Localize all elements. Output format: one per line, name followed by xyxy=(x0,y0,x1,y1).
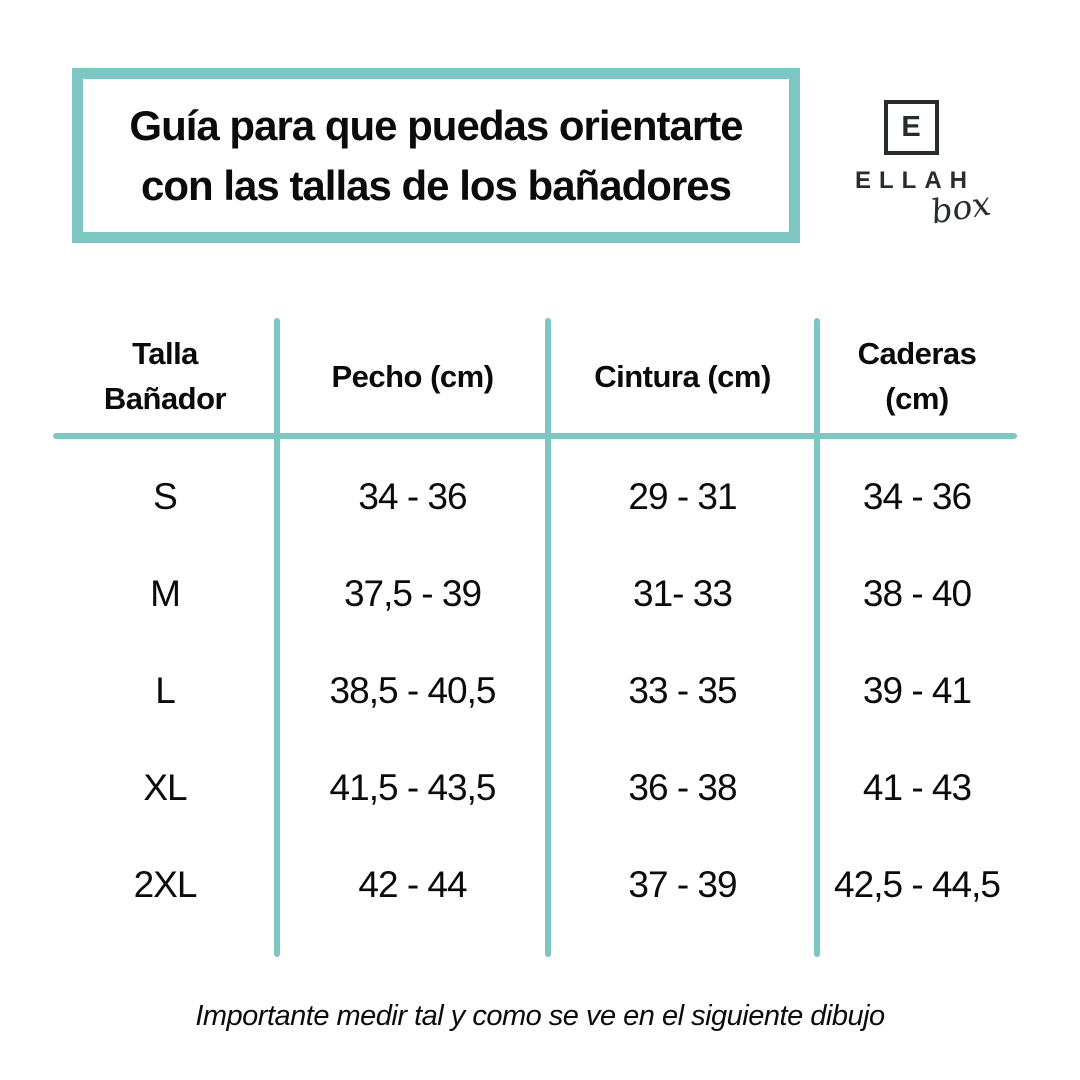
brand-logo: E ELLAH box xyxy=(853,100,994,231)
table-header-divider xyxy=(53,433,1017,439)
pecho-value: 41,5 - 43,5 xyxy=(329,766,497,808)
size-label: S xyxy=(153,475,178,517)
caderas-value: 41 - 43 xyxy=(862,766,972,808)
logo-monogram-letter: E xyxy=(901,111,921,143)
size-label: 2XL xyxy=(133,863,198,905)
table-vertical-divider-2 xyxy=(545,318,551,957)
table-vertical-divider-3 xyxy=(814,318,820,957)
logo-monogram-icon: E xyxy=(883,100,939,155)
column-header-caderas-line1: Caderas xyxy=(857,336,977,372)
measuring-instruction-note: Importante medir tal y como se ve en el … xyxy=(195,1000,885,1032)
caderas-value: 39 - 41 xyxy=(862,669,972,711)
column-header-caderas-line2: (cm) xyxy=(885,381,949,416)
caderas-value: 42,5 - 44,5 xyxy=(834,863,1001,905)
column-header-caderas: Caderas (cm) xyxy=(817,318,1017,448)
size-label: M xyxy=(150,572,181,614)
title-line-1: Guía para que puedas orientarte xyxy=(129,101,743,149)
cintura-value: 36 - 38 xyxy=(628,766,737,808)
cintura-value: 37 - 39 xyxy=(628,863,737,905)
cintura-value: 31- 33 xyxy=(633,572,733,614)
column-header-cintura: Cintura (cm) xyxy=(548,318,817,448)
size-label: L xyxy=(155,669,176,711)
pecho-value: 37,5 - 39 xyxy=(343,572,482,614)
pecho-value: 38,5 - 40,5 xyxy=(329,669,497,711)
column-header-pecho-line1: Pecho (cm) xyxy=(331,358,494,394)
size-label: XL xyxy=(143,766,187,808)
column-header-talla: Talla Bañador xyxy=(53,318,277,448)
column-header-talla-line1: Talla xyxy=(132,336,198,372)
column-header-pecho: Pecho (cm) xyxy=(277,318,548,448)
pecho-value: 42 - 44 xyxy=(358,863,467,905)
logo-script-suffix: box xyxy=(928,183,994,232)
column-header-cintura-line1: Cintura (cm) xyxy=(594,358,771,394)
title-line-2: con las tallas de los bañadores xyxy=(141,161,732,209)
size-table: Talla Bañador Pecho (cm) Cintura (cm) Ca… xyxy=(53,318,1017,933)
caderas-value: 38 - 40 xyxy=(862,572,972,614)
pecho-value: 34 - 36 xyxy=(358,475,467,517)
title-box: Guía para que puedas orientarte con las … xyxy=(72,68,800,243)
logo-wordmark: ELLAH xyxy=(855,167,975,194)
cintura-value: 29 - 31 xyxy=(628,475,737,517)
table-vertical-divider-1 xyxy=(274,318,280,957)
caderas-value: 34 - 36 xyxy=(862,475,972,517)
cintura-value: 33 - 35 xyxy=(628,669,737,711)
column-header-talla-line2: Bañador xyxy=(103,381,227,416)
